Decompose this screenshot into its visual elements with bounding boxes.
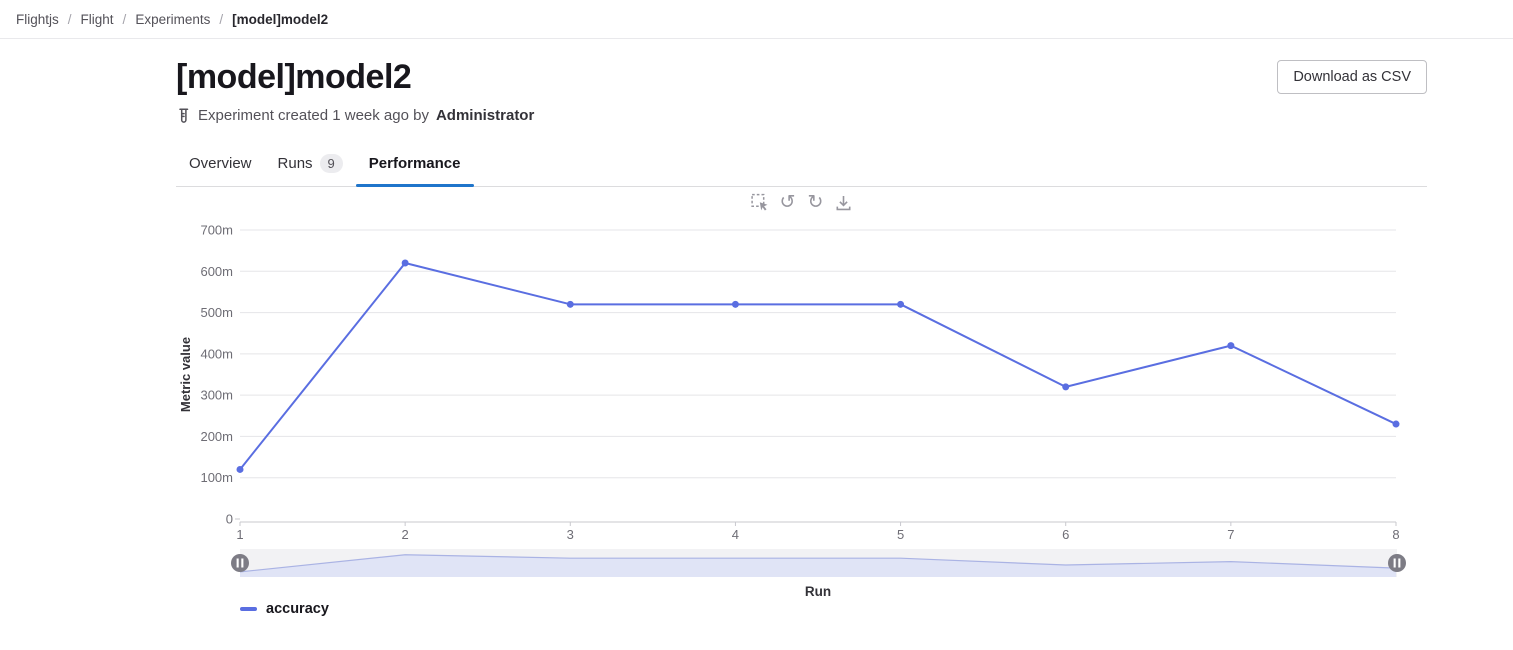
- breadcrumb-item-experiments[interactable]: Experiments: [135, 11, 211, 27]
- breadcrumb-item-current: [model]model2: [232, 11, 329, 27]
- slider-right-handle[interactable]: [1388, 554, 1406, 572]
- x-tick-label: 4: [732, 527, 739, 542]
- breadcrumb-separator: /: [67, 11, 72, 27]
- undo-glyph: ↺: [779, 191, 796, 213]
- download-csv-button[interactable]: Download as CSV: [1277, 60, 1427, 94]
- breadcrumb-item-project[interactable]: Flight: [80, 11, 114, 27]
- y-tick-label: 200m: [200, 429, 233, 444]
- x-tick-label: 2: [402, 527, 409, 542]
- tab-label: Runs: [277, 155, 313, 172]
- y-tick-label: 0: [226, 512, 233, 527]
- y-tick-label: 400m: [200, 346, 233, 361]
- x-tick-label: 5: [897, 527, 904, 542]
- line-chart-canvas[interactable]: 0 100m 200m 300m 400m 500m 600m 700m Metric valu…: [176, 187, 1427, 649]
- undo-icon[interactable]: ↺: [776, 191, 799, 214]
- y-axis-title: Metric value: [178, 337, 193, 412]
- x-tick-label: 8: [1392, 527, 1399, 542]
- breadcrumb-separator: /: [219, 11, 224, 27]
- test-tube-icon: [176, 107, 191, 124]
- y-tick-label: 700m: [200, 223, 233, 238]
- y-tick-label: 300m: [200, 388, 233, 403]
- pause-handle-icon: [236, 558, 239, 568]
- data-point[interactable]: [236, 465, 244, 473]
- data-point[interactable]: [1227, 342, 1235, 350]
- pause-handle-icon: [1398, 558, 1401, 568]
- data-point[interactable]: [1392, 420, 1400, 428]
- chart-toolbar: ↺ ↻: [748, 191, 855, 214]
- metrics-chart: ↺ ↻ 0 100m 200m 300m 400m 500m 600m 700m Metric …: [176, 187, 1427, 649]
- data-point[interactable]: [401, 259, 409, 267]
- pause-handle-icon: [241, 558, 244, 568]
- breadcrumb-separator: /: [122, 11, 127, 27]
- x-tick-label: 6: [1062, 527, 1069, 542]
- zoom-select-icon[interactable]: [748, 191, 771, 214]
- tab-label: Performance: [368, 155, 461, 172]
- data-point[interactable]: [731, 300, 739, 308]
- slider-area: [240, 554, 1396, 577]
- x-axis-title: Run: [804, 584, 832, 599]
- pause-handle-icon: [1393, 558, 1396, 568]
- created-text: Experiment created 1 week ago by: [198, 107, 429, 124]
- y-tick-label: 500m: [200, 305, 233, 320]
- breadcrumb-item-group[interactable]: Flightjs: [16, 11, 59, 27]
- redo-glyph: ↻: [807, 191, 824, 213]
- tab-runs[interactable]: Runs 9: [265, 144, 356, 186]
- data-point[interactable]: [566, 300, 574, 308]
- x-tick-label: 1: [236, 527, 243, 542]
- redo-icon[interactable]: ↻: [804, 191, 827, 214]
- slider-area-line: [239, 554, 1397, 573]
- slider-left-handle[interactable]: [231, 554, 249, 572]
- legend-item-accuracy[interactable]: accuracy: [240, 601, 329, 617]
- download-icon[interactable]: [832, 191, 855, 214]
- legend-marker: [240, 607, 257, 611]
- created-by: Administrator: [435, 107, 535, 124]
- tab-performance[interactable]: Performance: [355, 144, 474, 187]
- x-tick-label: 3: [567, 527, 574, 542]
- data-point[interactable]: [897, 300, 905, 308]
- y-tick-label: 100m: [200, 470, 233, 485]
- breadcrumb: Flightjs / Flight / Experiments / [model…: [0, 0, 1513, 39]
- y-tick-label: 600m: [200, 264, 233, 279]
- experiment-meta: Experiment created 1 week ago by Adminis…: [176, 107, 1427, 124]
- legend-label: accuracy: [266, 601, 329, 617]
- tab-label: Overview: [189, 155, 252, 172]
- page-title: [model]model2: [176, 58, 412, 96]
- tab-overview[interactable]: Overview: [176, 144, 265, 186]
- series-line-accuracy[interactable]: [239, 262, 1397, 471]
- runs-count-badge: 9: [319, 154, 343, 173]
- page-content: [model]model2 Download as CSV Experiment…: [176, 55, 1427, 649]
- tab-bar: Overview Runs 9 Performance: [176, 144, 1427, 187]
- x-tick-label: 7: [1227, 527, 1234, 542]
- data-point[interactable]: [1062, 383, 1070, 391]
